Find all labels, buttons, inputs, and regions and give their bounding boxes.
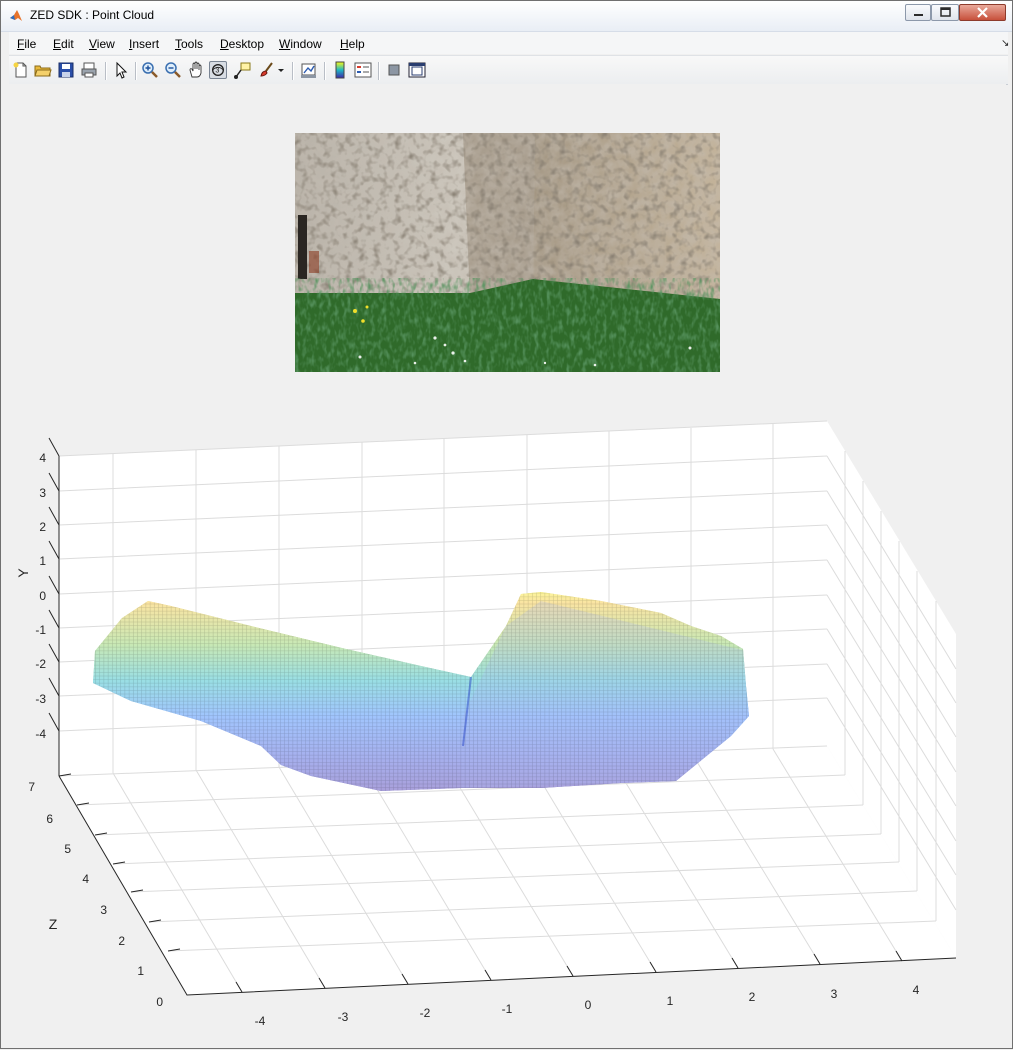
y-tick: 0	[39, 589, 46, 603]
link-plot-icon[interactable]	[300, 61, 318, 79]
edit-plot-icon[interactable]	[112, 61, 130, 79]
rotate-3d-icon[interactable]: 3	[209, 61, 227, 79]
z-tick: 3	[100, 903, 107, 917]
toolbar-separator	[135, 62, 137, 80]
y-tick: -1	[35, 623, 46, 637]
zoom-out-icon[interactable]	[164, 61, 182, 79]
minimize-icon	[914, 14, 923, 16]
title-bar[interactable]: ZED SDK : Point Cloud	[1, 1, 1012, 32]
z-tick: 1	[137, 964, 144, 978]
brush-dropdown-icon[interactable]	[277, 61, 286, 79]
window-title: ZED SDK : Point Cloud	[30, 8, 155, 22]
close-button[interactable]	[959, 4, 1006, 21]
maximize-button[interactable]	[931, 4, 959, 21]
x-tick: -3	[338, 1010, 349, 1024]
x-tick: 0	[585, 998, 592, 1012]
toolbar-separator	[324, 62, 326, 80]
menu-bar: File Edit View Insert Tools Desktop Wind…	[9, 32, 1010, 54]
x-tick: 1	[667, 994, 674, 1008]
toolbar-separator	[378, 62, 380, 80]
figure-toolbar: 3	[9, 55, 1008, 85]
z-tick: 2	[118, 934, 125, 948]
y-tick: 3	[39, 486, 46, 500]
new-figure-icon[interactable]	[12, 61, 30, 79]
open-file-icon[interactable]	[34, 61, 52, 79]
menu-file[interactable]: File	[17, 37, 37, 51]
print-icon[interactable]	[80, 61, 98, 79]
pan-icon[interactable]	[187, 61, 205, 79]
insert-colorbar-icon[interactable]	[331, 61, 349, 79]
menu-view[interactable]: View	[89, 37, 115, 51]
x-tick: 2	[749, 990, 756, 1004]
toolbar-separator	[292, 62, 294, 80]
hide-plot-tools-icon[interactable]	[385, 61, 403, 79]
x-tick: -4	[255, 1014, 266, 1028]
menu-window[interactable]: Window	[279, 37, 322, 51]
x-axis: -4 -3 -2 -1 0 1 2 3 4	[235, 950, 920, 1028]
save-icon[interactable]	[57, 61, 75, 79]
right-wall	[827, 421, 956, 958]
y-tick: -4	[35, 727, 46, 741]
x-tick: -1	[502, 1002, 513, 1016]
menu-desktop[interactable]: Desktop	[220, 37, 265, 51]
y-axis: 4 3 2 1 0 -1 -2 -3 -4 Y	[15, 437, 60, 741]
y-tick: 4	[39, 451, 46, 465]
left-camera-image	[295, 133, 720, 372]
minimize-button[interactable]	[905, 4, 931, 21]
z-tick: 5	[64, 842, 71, 856]
y-tick: -3	[35, 692, 46, 706]
show-plot-tools-icon[interactable]	[408, 61, 426, 79]
x-tick: -2	[420, 1006, 431, 1020]
menu-edit[interactable]: Edit	[53, 37, 74, 51]
z-tick: 0	[156, 995, 163, 1009]
close-icon	[977, 7, 988, 18]
data-cursor-icon[interactable]	[233, 61, 251, 79]
y-axis-label: Y	[15, 568, 31, 578]
z-axis-label: Z	[49, 916, 58, 932]
zoom-in-icon[interactable]	[141, 61, 159, 79]
y-tick: 2	[39, 520, 46, 534]
x-tick: 4	[913, 983, 920, 997]
matlab-icon	[10, 10, 22, 21]
z-tick: 4	[82, 872, 89, 886]
axis-lines	[58, 456, 957, 996]
x-tick: 3	[831, 987, 838, 1001]
menu-help[interactable]: Help	[340, 37, 365, 51]
z-axis: 7 6 5 4 3 2 1 0 Z	[28, 773, 181, 1009]
insert-legend-icon[interactable]	[354, 61, 372, 79]
dock-arrow-icon[interactable]: ↘	[1001, 38, 1010, 49]
floor-plane	[59, 746, 956, 995]
z-tick: 7	[28, 780, 35, 794]
toolbar-separator	[105, 62, 107, 80]
brush-icon[interactable]	[258, 61, 276, 79]
y-tick: 1	[39, 554, 46, 568]
z-tick: 6	[46, 812, 53, 826]
menu-tools[interactable]: Tools	[175, 37, 204, 51]
svg-text:3: 3	[215, 67, 219, 75]
y-tick: -2	[35, 657, 46, 671]
menu-insert[interactable]: Insert	[129, 37, 160, 51]
maximize-icon	[940, 7, 951, 17]
